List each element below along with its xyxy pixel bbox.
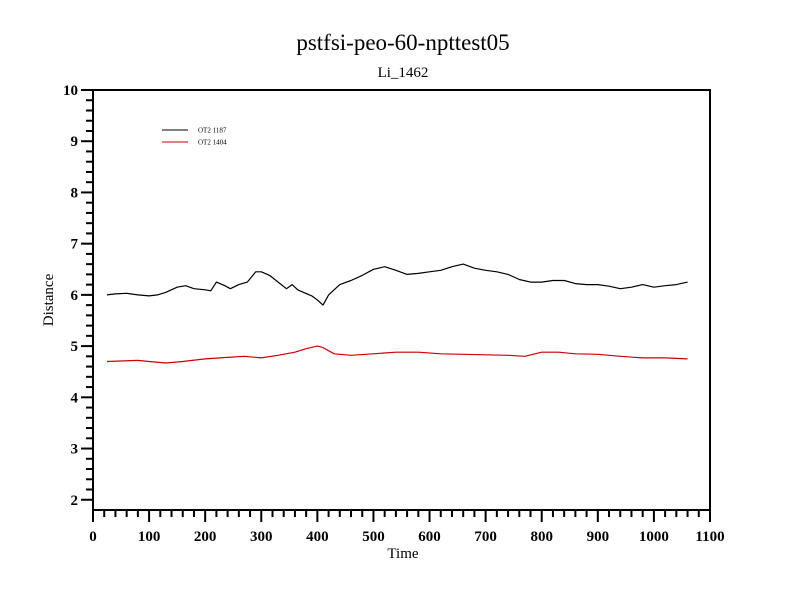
y-tick-label: 2: [71, 493, 79, 509]
plot-frame: [92, 89, 711, 511]
chart-title: pstfsi-peo-60-npttest05: [296, 30, 509, 55]
y-tick-label: 8: [71, 185, 79, 201]
y-tick-label: 5: [71, 339, 79, 355]
y-axis-label: Distance: [41, 273, 57, 326]
x-tick-label: 700: [474, 529, 497, 545]
y-tick-label: 9: [71, 134, 79, 150]
x-tick-label: 1100: [695, 529, 724, 545]
x-tick-label: 100: [138, 529, 161, 545]
x-tick-label: 500: [362, 529, 385, 545]
x-tick-label: 800: [530, 529, 553, 545]
legend: OT2 1187 OT2 1404: [162, 127, 227, 147]
y-tick-label: 7: [71, 237, 79, 253]
x-tick-label: 900: [587, 529, 610, 545]
x-tick-label: 1000: [639, 529, 669, 545]
series-line-2: [106, 345, 688, 364]
x-tick-label: 400: [306, 529, 329, 545]
legend-label-2: OT2 1404: [198, 139, 227, 147]
plot-area: 0 100 200 300 400 500 600 700 800 900 1000 1100 2 3 4 5…: [63, 83, 725, 545]
x-tick-label: 200: [194, 529, 217, 545]
x-tick-label: 300: [250, 529, 273, 545]
series-line-1: [106, 263, 688, 306]
x-tick-label: 600: [418, 529, 441, 545]
x-axis-label: Time: [387, 546, 418, 562]
y-tick-label: 3: [71, 442, 79, 458]
y-tick-label: 10: [63, 83, 78, 99]
y-tick-label: 6: [71, 288, 79, 304]
x-tick-label: 0: [89, 529, 97, 545]
legend-label-1: OT2 1187: [198, 127, 227, 135]
chart-subtitle: Li_1462: [378, 65, 429, 81]
y-tick-label: 4: [71, 390, 79, 406]
